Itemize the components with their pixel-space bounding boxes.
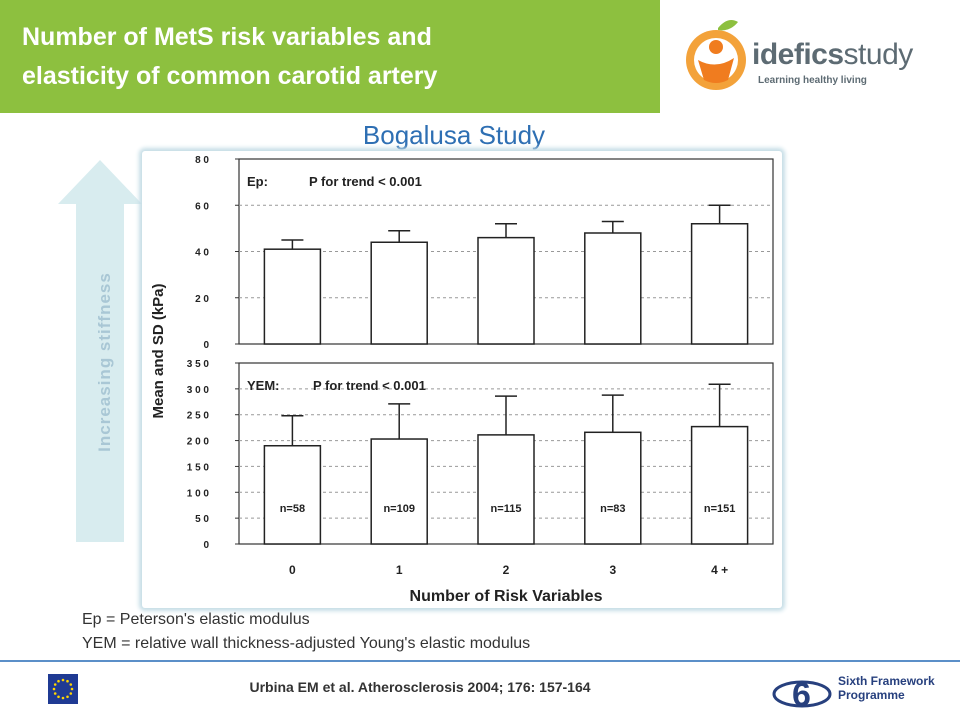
sixth-framework-logo-icon: 6 [772, 676, 832, 712]
n-label: n=115 [491, 503, 522, 515]
y-tick-label: 2 5 0 [187, 411, 210, 422]
annotation-trend: P for trend < 0.001 [309, 174, 422, 189]
bar-YEM-0 [263, 444, 322, 545]
footer-divider [0, 660, 960, 662]
bar-YEM-1 [370, 438, 428, 545]
y-tick-label: 3 5 0 [187, 359, 210, 370]
annotation-label: Ep: [247, 174, 268, 189]
title-banner: Number of MetS risk variables and elasti… [0, 0, 660, 113]
study-subtitle: Bogalusa Study [362, 120, 546, 150]
idefics-logo [660, 0, 960, 113]
title-line-2: elasticity of common carotid artery [22, 62, 438, 90]
legend-ep: Ep = Peterson's elastic modulus [82, 611, 310, 628]
y-tick-label: 1 5 0 [187, 462, 210, 473]
bar-Ep-1 [370, 241, 428, 345]
bar-Ep-3 [584, 232, 642, 345]
y-tick-label: 0 [203, 540, 209, 551]
title-line-1: Number of MetS risk variables and [22, 23, 432, 51]
y-tick-label: 1 0 0 [187, 488, 210, 499]
logo-bold-text: idefics [752, 38, 844, 71]
y-tick-label: 8 0 [195, 155, 209, 166]
legend-yem: YEM = relative wall thickness-adjusted Y… [82, 635, 531, 652]
y-tick-label: 3 0 0 [187, 385, 210, 396]
n-label: n=109 [383, 503, 415, 515]
x-axis-title: Number of Risk Variables [410, 588, 603, 605]
y-tick-label: 5 0 [195, 514, 209, 525]
logo-light-text: study [843, 38, 914, 71]
x-tick-label: 4 + [711, 563, 728, 577]
eu-flag-icon [48, 674, 78, 704]
logo-tagline: Learning healthy living [758, 75, 867, 86]
bar-YEM-4 + [690, 425, 749, 545]
bar-YEM-3 [584, 431, 642, 545]
x-tick-label: 1 [396, 563, 403, 577]
y-tick-label: 0 [203, 340, 209, 351]
bar-Ep-2 [477, 236, 535, 345]
annotation-label: YEM: [247, 378, 280, 393]
bar-YEM-2 [477, 434, 535, 545]
fp-line-1: Sixth Framework [838, 674, 935, 688]
n-label: n=83 [600, 503, 625, 515]
up-arrow-icon [58, 160, 142, 542]
svg-text:6: 6 [792, 676, 811, 712]
x-tick-label: 3 [609, 563, 616, 577]
y-tick-label: 2 0 [195, 294, 209, 305]
arrow-label: Increasing stiffness [95, 272, 114, 452]
n-label: n=58 [280, 503, 305, 515]
fp-line-2: Programme [838, 688, 905, 702]
y-axis-title: Mean and SD (kPa) [150, 283, 167, 418]
slide-title: Number of MetS risk variables and elasti… [22, 18, 652, 96]
bar-Ep-4 + [690, 223, 749, 345]
logo-wordmark: ideficsstudy [752, 38, 913, 72]
n-label: n=151 [704, 503, 736, 515]
bar-Ep-0 [263, 248, 322, 345]
x-tick-label: 0 [289, 563, 296, 577]
sixth-framework-text: Sixth Framework Programme [838, 674, 935, 702]
chart-frame: 0 2 0 4 0 6 0 8 0 Ep: P for trend < 0.001 0 5 0 1… [142, 151, 782, 608]
y-tick-label: 6 0 [195, 201, 209, 212]
apple-person-icon [686, 20, 746, 90]
citation: Urbina EM et al. Atherosclerosis 2004; 1… [249, 679, 591, 695]
bar-chart: 0 2 0 4 0 6 0 8 0 Ep: P for trend < 0.001 0 5 0 1… [150, 155, 774, 605]
x-tick-label: 2 [503, 563, 510, 577]
y-tick-label: 2 0 0 [187, 437, 210, 448]
eu-stars-icon [52, 678, 74, 700]
y-tick-label: 4 0 [195, 248, 209, 259]
annotation-trend: P for trend < 0.001 [313, 378, 426, 393]
